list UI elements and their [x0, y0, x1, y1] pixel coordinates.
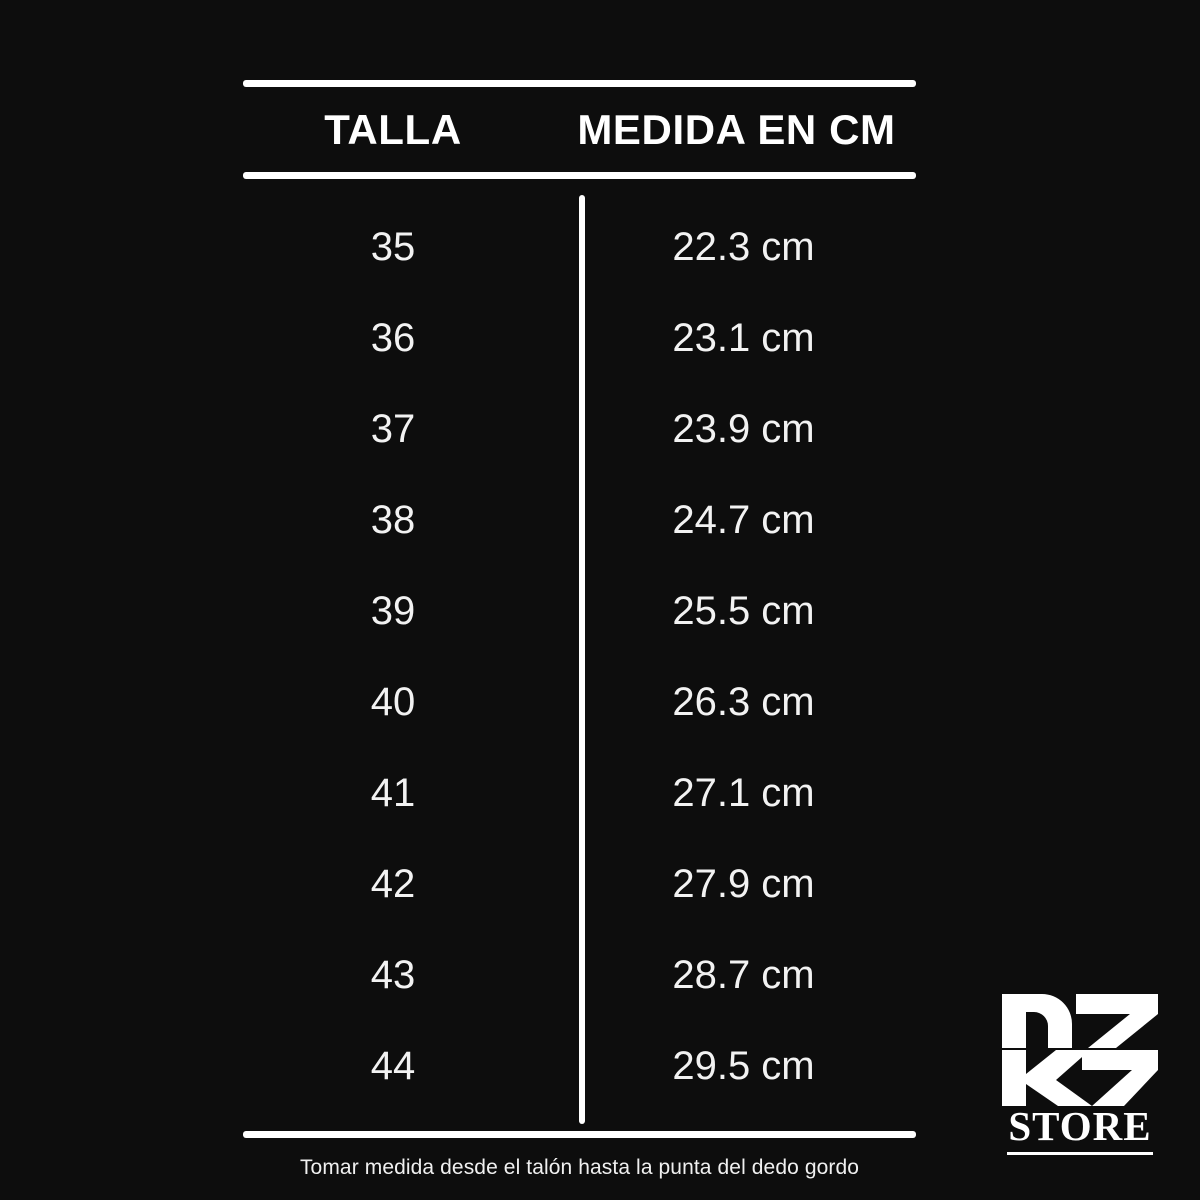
table-row: 37 23.9 cm — [243, 383, 916, 474]
cell-measure: 29.5 cm — [672, 1043, 815, 1088]
cell-measure: 26.3 cm — [672, 679, 815, 724]
size-chart: TALLA MEDIDA EN CM 35 22.3 cm 36 23.1 cm 37 2… — [243, 80, 916, 1180]
cell-size: 43 — [370, 952, 416, 997]
table-body: 35 22.3 cm 36 23.1 cm 37 23.9 cm 38 24.7 cm 39 25… — [243, 179, 916, 1131]
cell-size: 41 — [370, 770, 416, 815]
table-header-row: TALLA MEDIDA EN CM — [243, 87, 916, 172]
cell-size: 39 — [370, 588, 416, 633]
table-row: 40 26.3 cm — [243, 656, 916, 747]
cell-measure: 22.3 cm — [672, 224, 815, 269]
logo-underline — [1007, 1152, 1153, 1155]
table-row: 43 28.7 cm — [243, 929, 916, 1020]
table-row: 39 25.5 cm — [243, 565, 916, 656]
rzkz-logo-mark — [1002, 994, 1158, 1106]
cell-size: 42 — [370, 861, 416, 906]
table-row: 44 29.5 cm — [243, 1020, 916, 1111]
brand-logo: STORE — [1000, 988, 1160, 1155]
header-separator-rule — [243, 172, 916, 179]
table-row: 36 23.1 cm — [243, 292, 916, 383]
table-row: 35 22.3 cm — [243, 201, 916, 292]
logo-store-label: STORE — [1008, 1103, 1152, 1149]
cell-size: 44 — [370, 1043, 416, 1088]
table-row: 38 24.7 cm — [243, 474, 916, 565]
bottom-rule — [243, 1131, 916, 1138]
cell-measure: 23.1 cm — [672, 315, 815, 360]
cell-measure: 24.7 cm — [672, 497, 815, 542]
top-rule — [243, 80, 916, 87]
header-talla: TALLA — [324, 105, 462, 153]
cell-size: 36 — [370, 315, 416, 360]
cell-measure: 27.9 cm — [672, 861, 815, 906]
column-divider — [579, 195, 585, 1124]
cell-size: 37 — [370, 406, 416, 451]
cell-measure: 28.7 cm — [672, 952, 815, 997]
cell-measure: 27.1 cm — [672, 770, 815, 815]
table-rows: 35 22.3 cm 36 23.1 cm 37 23.9 cm 38 24.7 cm 39 25… — [243, 201, 916, 1111]
table-row: 42 27.9 cm — [243, 838, 916, 929]
cell-size: 40 — [370, 679, 416, 724]
cell-measure: 25.5 cm — [672, 588, 815, 633]
header-medida-en-cm: MEDIDA EN CM — [577, 105, 896, 153]
cell-size: 38 — [370, 497, 416, 542]
measure-instruction: Tomar medida desde el talón hasta la pun… — [299, 1156, 860, 1179]
table-row: 41 27.1 cm — [243, 747, 916, 838]
cell-size: 35 — [370, 224, 416, 269]
cell-measure: 23.9 cm — [672, 406, 815, 451]
